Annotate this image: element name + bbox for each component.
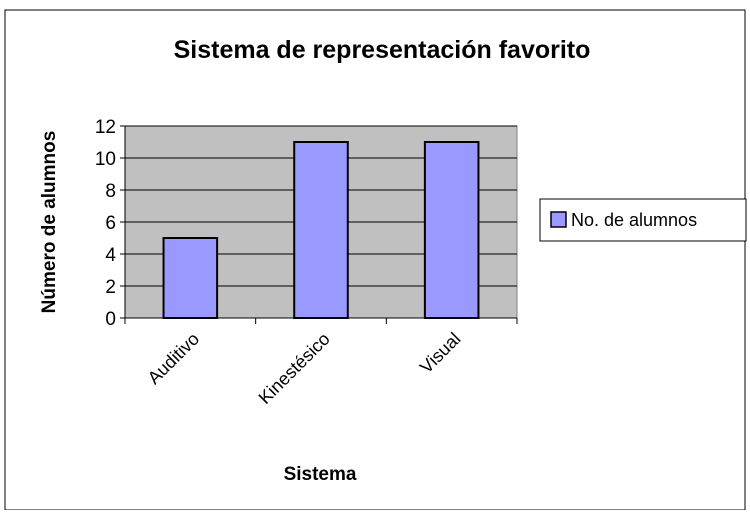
legend-box xyxy=(539,198,747,242)
chart-title: Sistema de representación favorito xyxy=(174,36,591,64)
y-axis-label: Número de alumnos xyxy=(39,131,60,314)
y-tick-label: 8 xyxy=(105,181,116,202)
y-tick-label: 12 xyxy=(95,117,116,138)
legend-swatch xyxy=(550,211,567,228)
y-tick-label: 10 xyxy=(95,149,116,170)
bar xyxy=(162,237,219,319)
bar xyxy=(293,141,349,319)
y-tick-label: 6 xyxy=(105,213,116,234)
x-axis-label: Sistema xyxy=(284,464,357,485)
y-tick-label: 2 xyxy=(105,277,116,298)
legend-label: No. de alumnos xyxy=(571,210,697,230)
legend: No. de alumnos xyxy=(539,198,747,242)
y-tick-label: 0 xyxy=(105,309,116,330)
bar xyxy=(423,141,480,319)
y-tick-label: 4 xyxy=(105,245,116,266)
